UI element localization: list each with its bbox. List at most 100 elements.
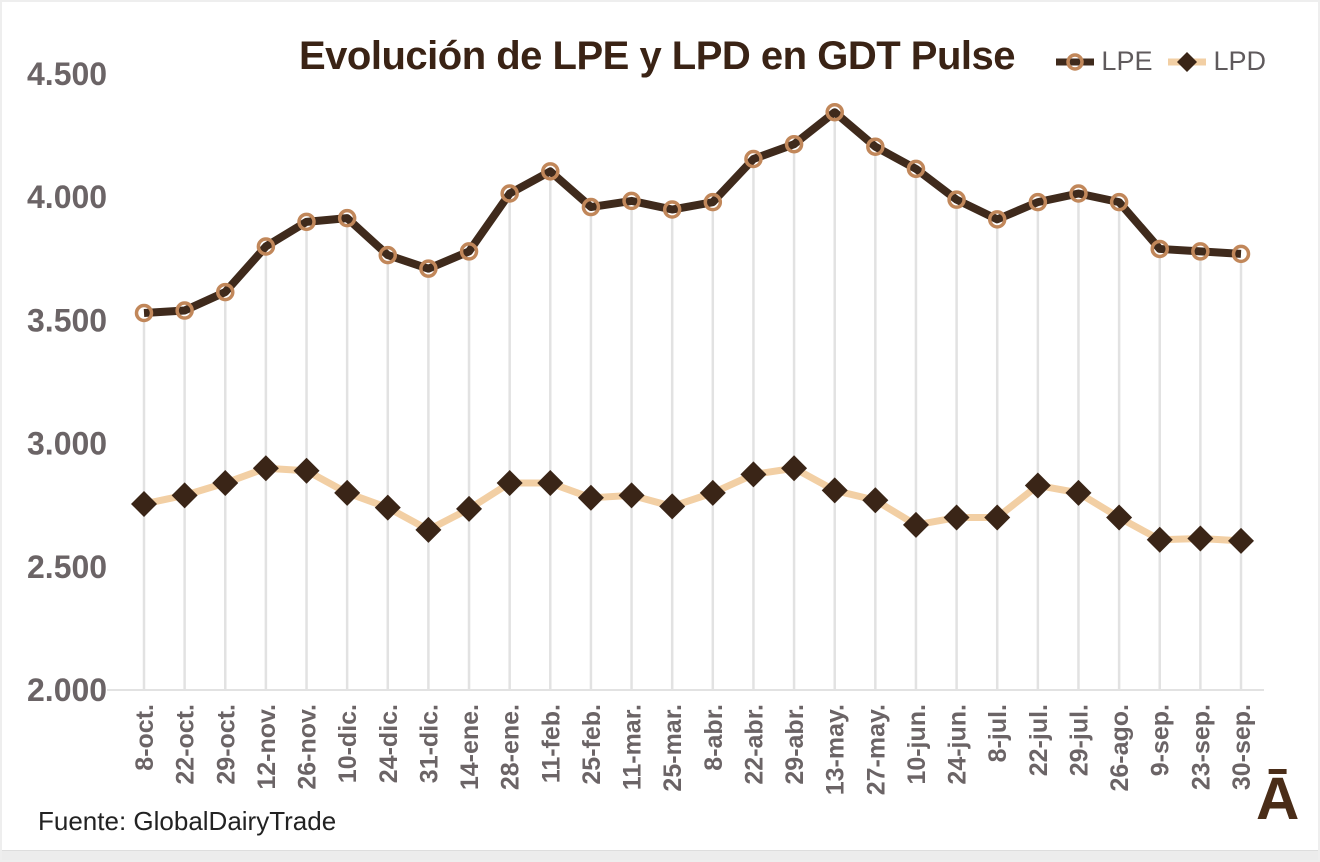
lpe-point (1028, 192, 1048, 212)
lpe-point (541, 162, 560, 181)
x-tick-label: 10-dic. (334, 704, 362, 783)
lpd-point (415, 516, 442, 543)
lpd-point (1024, 472, 1051, 499)
x-tick-label: 25-feb. (578, 704, 606, 785)
x-tick-label: 25-mar. (659, 704, 687, 792)
source-caption: Fuente: GlobalDairyTrade (38, 806, 337, 836)
lpe-point (500, 184, 519, 203)
lpd-point (618, 482, 645, 509)
y-tick-label: 4.500 (27, 56, 107, 92)
lpd-line (143, 464, 1242, 545)
lpe-point (1231, 244, 1251, 264)
y-tick-label: 2.000 (27, 672, 107, 708)
lpd-point (496, 470, 523, 497)
lpe-point (256, 237, 276, 256)
lpe-point (906, 159, 926, 179)
legend-item-lpe: LPE (1054, 46, 1152, 77)
lpd-point (456, 495, 483, 522)
x-tick-label: 31-dic. (415, 704, 443, 783)
lpe-point (378, 245, 398, 265)
lpd-point (659, 493, 686, 520)
brand-logo: Ā (1256, 765, 1300, 832)
lpd-point (943, 504, 970, 531)
lpd-point (781, 455, 808, 482)
lpd-point (334, 479, 361, 506)
lpd-point (740, 461, 767, 488)
legend-label-lpd: LPD (1213, 46, 1266, 76)
lpe-point (297, 212, 316, 232)
x-tick-label: 29-jul. (1065, 704, 1093, 776)
x-tick-label: 11-mar. (619, 704, 647, 790)
y-tick-label: 3.000 (27, 426, 107, 462)
x-tick-label: 26-nov. (294, 704, 322, 790)
x-tick-label: 8-jul. (984, 704, 1012, 762)
x-tick-label: 14-ene. (456, 704, 484, 790)
lpd-point (537, 470, 564, 497)
lpd-point (902, 511, 929, 538)
lpe-point (1109, 192, 1129, 212)
lpd-point (131, 490, 157, 517)
x-tick-label: 27-may. (862, 704, 890, 795)
lpd-point (1146, 526, 1173, 553)
lpe-point (662, 200, 682, 219)
x-tick-label: 13-may. (822, 704, 850, 795)
lpd-point (374, 494, 401, 521)
lpe-point (703, 192, 723, 212)
x-tick-label: 30-sep. (1228, 704, 1256, 790)
x-tick-label: 22-abr. (740, 704, 768, 785)
x-tick-label: 24-jun. (944, 704, 972, 785)
x-tick-label: 22-jul. (1025, 704, 1053, 776)
x-tick-label: 23-sep. (1187, 704, 1215, 790)
lpd-point (699, 479, 726, 506)
legend-item-lpd: LPD (1166, 46, 1266, 77)
lpe-point (581, 197, 601, 217)
lpd-point (293, 457, 320, 484)
lpe-point (987, 210, 1007, 229)
lpe-point (622, 191, 641, 211)
x-tick-label: 28-ene. (497, 704, 525, 790)
x-tick-label: 11-feb. (537, 704, 565, 783)
y-tick-label: 2.500 (27, 549, 107, 585)
lpd-point (171, 482, 198, 509)
lpe-circle-marker-icon (1056, 52, 1095, 71)
lpe-point (134, 303, 154, 323)
lpe-point (744, 149, 763, 169)
x-tick-label: 8-oct. (131, 704, 159, 771)
x-tick-label: 12-nov. (253, 704, 281, 790)
lpe-point (1069, 184, 1088, 203)
lpe-point (337, 208, 357, 228)
lpe-point (175, 301, 194, 320)
legend-label-lpe: LPE (1101, 46, 1153, 76)
y-tick-label: 4.000 (27, 179, 107, 215)
lpe-point (825, 102, 844, 122)
lpe-point (459, 242, 479, 261)
lpe-point (947, 190, 966, 209)
lpe-point (216, 282, 235, 302)
lpd-point (1187, 525, 1214, 552)
lpd-diamond-marker-icon (1168, 51, 1207, 72)
lpe-point (1150, 239, 1169, 259)
lpd-point (821, 477, 848, 504)
x-tick-label: 22-oct. (172, 704, 200, 785)
x-tick-label: 29-oct. (212, 704, 240, 785)
lpe-point (866, 137, 885, 156)
lpd-point (252, 455, 279, 482)
lpe-point (419, 259, 438, 278)
x-tick-label: 9-sep. (1147, 704, 1175, 776)
chart-legend: LPE LPD (1054, 46, 1266, 77)
lpd-point (1065, 479, 1092, 506)
x-tick-label: 29-abr. (781, 704, 809, 785)
lpd-point (984, 504, 1011, 531)
x-tick-label: 26-ago. (1106, 704, 1134, 792)
x-tick-label: 8-abr. (700, 704, 728, 771)
lpd-point (1228, 527, 1254, 554)
lpd-point (577, 484, 604, 511)
x-tick-label: 24-dic. (375, 704, 403, 783)
lpd-point (1106, 504, 1133, 531)
lpe-point (1191, 242, 1210, 261)
y-tick-label: 3.500 (27, 302, 107, 338)
chart-title: Evolución de LPE y LPD en GDT Pulse (299, 34, 1015, 78)
lpd-point (212, 470, 239, 497)
